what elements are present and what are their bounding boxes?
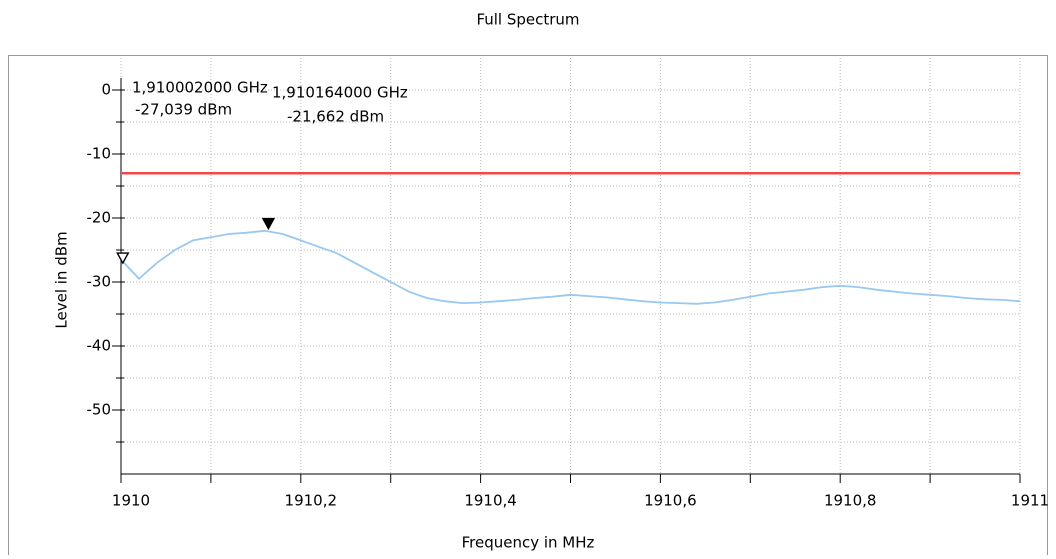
x-tick-label: 1910,4 <box>464 492 517 510</box>
marker-level-label: -27,039 dBm <box>135 101 232 119</box>
x-axis-label: Frequency in MHz <box>462 534 595 552</box>
chart-title: Full Spectrum <box>476 11 579 29</box>
x-tick-label: 1910,8 <box>824 492 877 510</box>
marker-freq-label: 1,910002000 GHz <box>132 79 268 97</box>
frame <box>8 55 1048 555</box>
y-axis-label: Level in dBm <box>53 231 71 328</box>
y-tick-label: -30 <box>87 273 112 291</box>
y-tick-label: -40 <box>87 337 112 355</box>
marker <box>116 252 130 265</box>
y-tick-label: 0 <box>101 81 111 99</box>
x-tick-label: 1910 <box>112 492 150 510</box>
y-tick-label: -50 <box>87 401 112 419</box>
marker-freq-label: 1,910164000 GHz <box>272 84 408 102</box>
marker <box>261 217 276 231</box>
x-tick-label: 1910,6 <box>644 492 697 510</box>
trace <box>120 229 1021 305</box>
x-tick-label: 1911 <box>1011 492 1049 510</box>
marker-level-label: -21,662 dBm <box>287 108 384 126</box>
y-tick-label: -20 <box>87 209 112 227</box>
x-tick-label: 1910,2 <box>285 492 338 510</box>
y-tick-label: -10 <box>87 145 112 163</box>
